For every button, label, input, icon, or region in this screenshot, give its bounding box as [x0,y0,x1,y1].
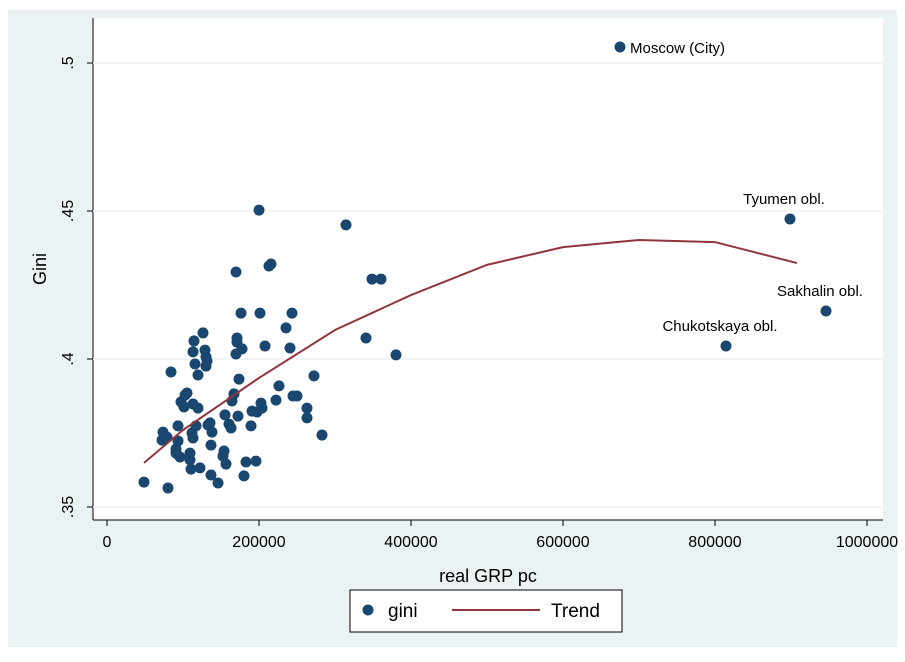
x-tick-label: 200000 [232,534,285,551]
y-tick-label: .35 [60,496,77,518]
y-tick-label: .4 [60,352,77,365]
plot-area [93,18,883,520]
x-tick-label: 0 [103,534,112,551]
legend-label: Trend [551,601,600,622]
x-tick-label: 400000 [384,534,437,551]
point [205,439,217,451]
point [192,402,204,414]
point [172,420,184,432]
point [205,469,217,481]
point [185,463,197,475]
point [220,458,232,470]
point [240,456,252,468]
point [194,462,206,474]
point-label: Chukotskaya obl. [662,318,777,335]
point [235,307,247,319]
point [340,219,352,231]
point [238,470,250,482]
point [253,204,265,216]
point [187,432,199,444]
point [206,426,218,438]
point [720,340,732,352]
x-tick-label: 1000000 [836,534,898,551]
y-axis-title: Gini [30,253,50,285]
point [232,410,244,422]
point-label: Sakhalin obl. [777,283,863,300]
point [375,273,387,285]
point [236,343,248,355]
trend-line [143,238,798,464]
point [138,476,150,488]
point [614,41,626,53]
point [366,273,378,285]
point [784,213,796,225]
legend-label: gini [388,601,418,622]
point [233,373,245,385]
x-tick-label: 800000 [688,534,741,551]
point [265,258,277,270]
point-label: Tyumen obl. [743,191,825,208]
x-axis-title: real GRP pc [439,566,537,586]
point-label: Moscow (City) [630,40,725,57]
point [259,340,271,352]
point [188,335,200,347]
point [192,369,204,381]
point [181,387,193,399]
point [291,390,303,402]
point [286,307,298,319]
point [254,307,266,319]
point [360,332,372,344]
point [189,358,201,370]
point [225,422,237,434]
y-tick-label: .5 [60,56,77,69]
point [284,342,296,354]
point [316,429,328,441]
point [187,346,199,358]
point [301,412,313,424]
point [178,401,190,413]
legend-marker [362,604,374,616]
point [270,394,282,406]
y-tick-label: .45 [60,200,77,222]
point [820,305,832,317]
point [301,402,313,414]
point [212,477,224,489]
point [197,327,209,339]
point [201,355,213,367]
x-tick-label: 600000 [536,534,589,551]
point [172,435,184,447]
point [174,451,186,463]
point [273,380,285,392]
point [204,417,216,429]
point [280,322,292,334]
point [162,482,174,494]
point [256,402,268,414]
point [245,420,257,432]
point [390,349,402,361]
point [250,455,262,467]
point [156,434,168,446]
point [219,409,231,421]
point [218,445,230,457]
point [230,266,242,278]
point [308,370,320,382]
point [165,366,177,378]
point [184,454,196,466]
